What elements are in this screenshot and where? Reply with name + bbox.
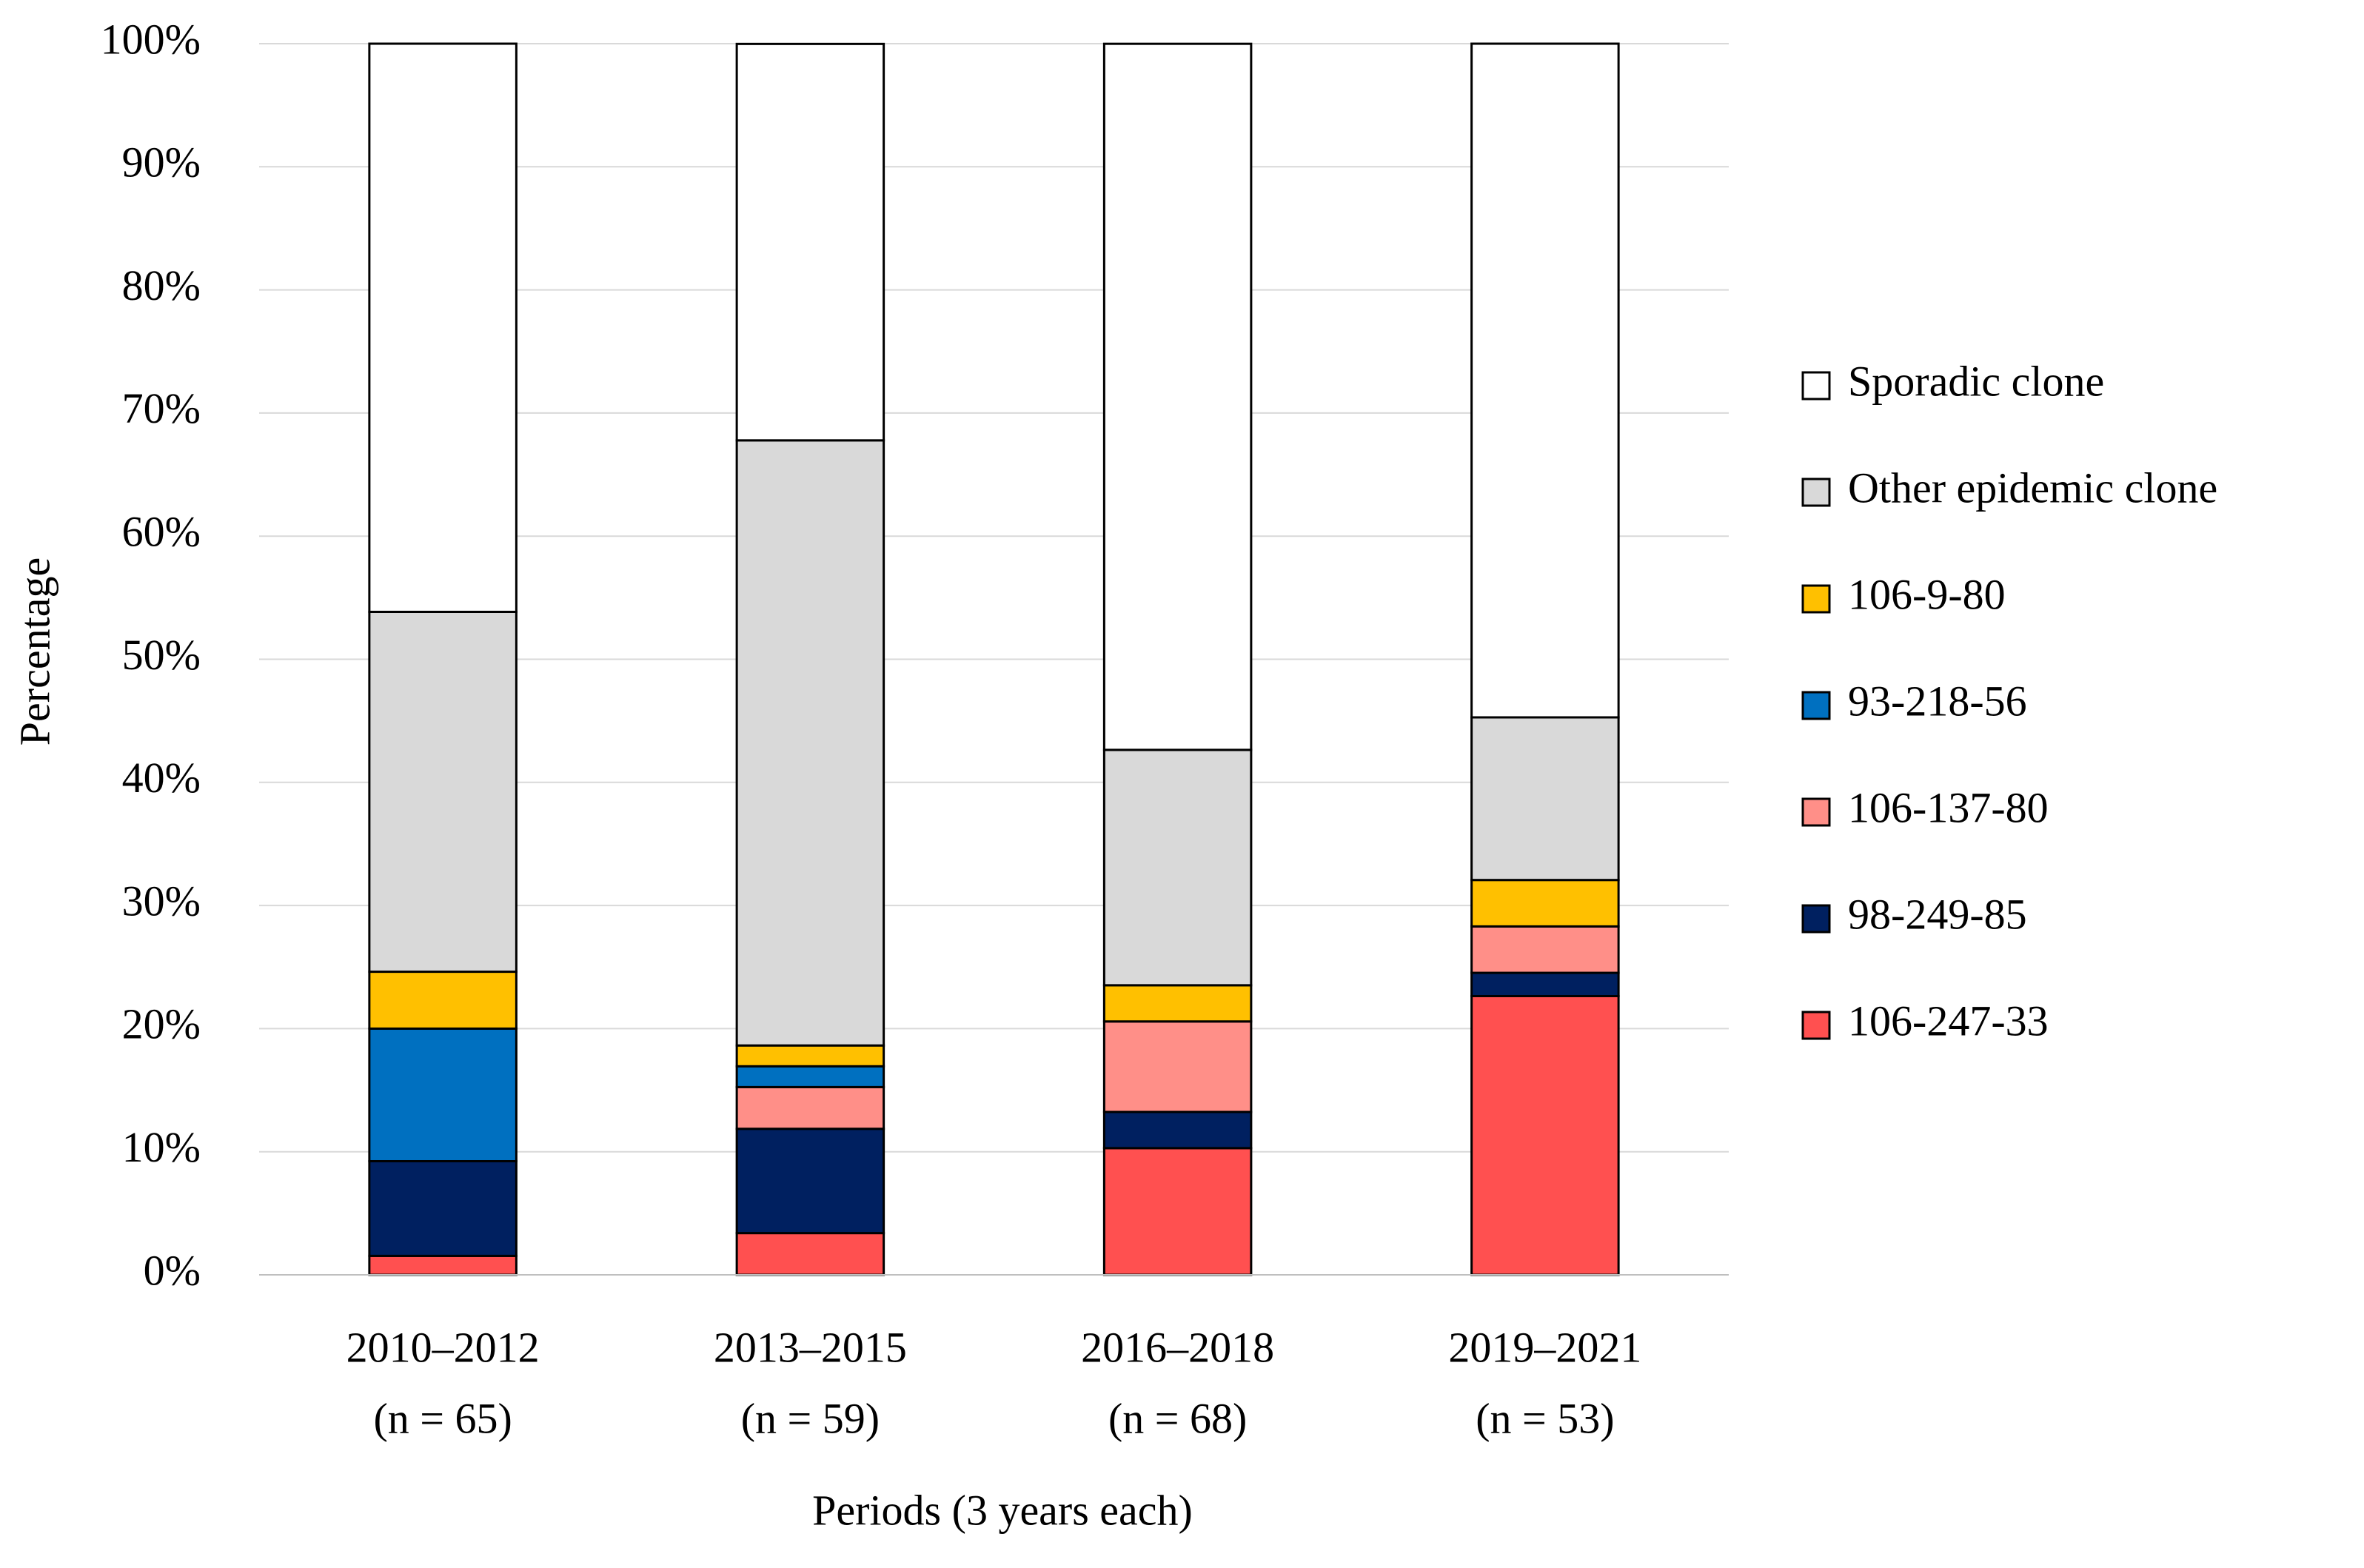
bar-segment [735, 1128, 885, 1235]
bar-segment [1102, 1020, 1253, 1113]
bar-segment [368, 971, 518, 1030]
y-tick-label: 30% [122, 877, 201, 925]
y-tick-label: 90% [122, 138, 201, 187]
y-tick-label: 20% [122, 1000, 201, 1048]
legend-label: 106-9-80 [1848, 570, 2006, 618]
legend-swatch [1801, 584, 1831, 614]
bar-segment [1102, 1147, 1253, 1276]
bar-segment [368, 1160, 518, 1257]
bar-segment [1102, 984, 1253, 1023]
y-tick-label: 40% [122, 754, 201, 802]
bar-segment [368, 1027, 518, 1163]
bar-segment [1470, 879, 1620, 928]
legend-swatch [1801, 904, 1831, 934]
x-tick-label: 2010–2012 [346, 1323, 540, 1371]
x-tick-label: 2016–2018 [1081, 1323, 1274, 1371]
y-tick-label: 50% [122, 631, 201, 679]
bar-segment [1470, 716, 1620, 882]
bar-segment [735, 1232, 885, 1276]
y-tick-label: 10% [122, 1123, 201, 1171]
legend-label: 93-218-56 [1848, 677, 2027, 725]
y-tick-label: 0% [144, 1246, 201, 1294]
bar-segment [1102, 748, 1253, 987]
bar-segment [1102, 1110, 1253, 1150]
bar-segment [1470, 42, 1620, 719]
y-axis-title: Percentage [10, 557, 58, 746]
bar-segment [368, 610, 518, 974]
x-tick-label: 2019–2021 [1448, 1323, 1641, 1371]
legend-label: 98-249-85 [1848, 890, 2027, 938]
y-tick-label: 80% [122, 261, 201, 309]
bar-segment [735, 1065, 885, 1088]
bar-segment [735, 439, 885, 1047]
legend-swatch [1801, 797, 1831, 827]
legend-label: 106-247-33 [1848, 996, 2049, 1045]
x-tick-sublabel: (n = 59) [741, 1394, 880, 1442]
legend-swatch [1801, 691, 1831, 720]
x-tick-sublabel: (n = 65) [373, 1394, 512, 1442]
x-tick-sublabel: (n = 68) [1108, 1394, 1247, 1442]
legend-swatch [1801, 371, 1831, 401]
legend-swatch [1801, 478, 1831, 507]
bar-segment [1470, 994, 1620, 1276]
legend-label: Other epidemic clone [1848, 463, 2217, 512]
bar-segment [368, 1254, 518, 1276]
x-axis-title: Periods (3 years each) [812, 1486, 1193, 1534]
y-tick-label: 60% [122, 508, 201, 556]
legend-label: Sporadic clone [1848, 357, 2104, 405]
x-tick-label: 2013–2015 [714, 1323, 907, 1371]
bar-segment [1102, 42, 1253, 751]
bar-segment [735, 42, 885, 442]
bar-segment [1470, 971, 1620, 997]
x-tick-sublabel: (n = 53) [1476, 1394, 1614, 1442]
bar-segment [368, 42, 518, 613]
y-tick-label: 100% [101, 15, 201, 63]
y-tick-label: 70% [122, 384, 201, 432]
legend-label: 106-137-80 [1848, 783, 2049, 831]
legend-swatch [1801, 1011, 1831, 1040]
bar-segment [1470, 925, 1620, 974]
bar-segment [735, 1085, 885, 1130]
bar-segment [735, 1044, 885, 1068]
